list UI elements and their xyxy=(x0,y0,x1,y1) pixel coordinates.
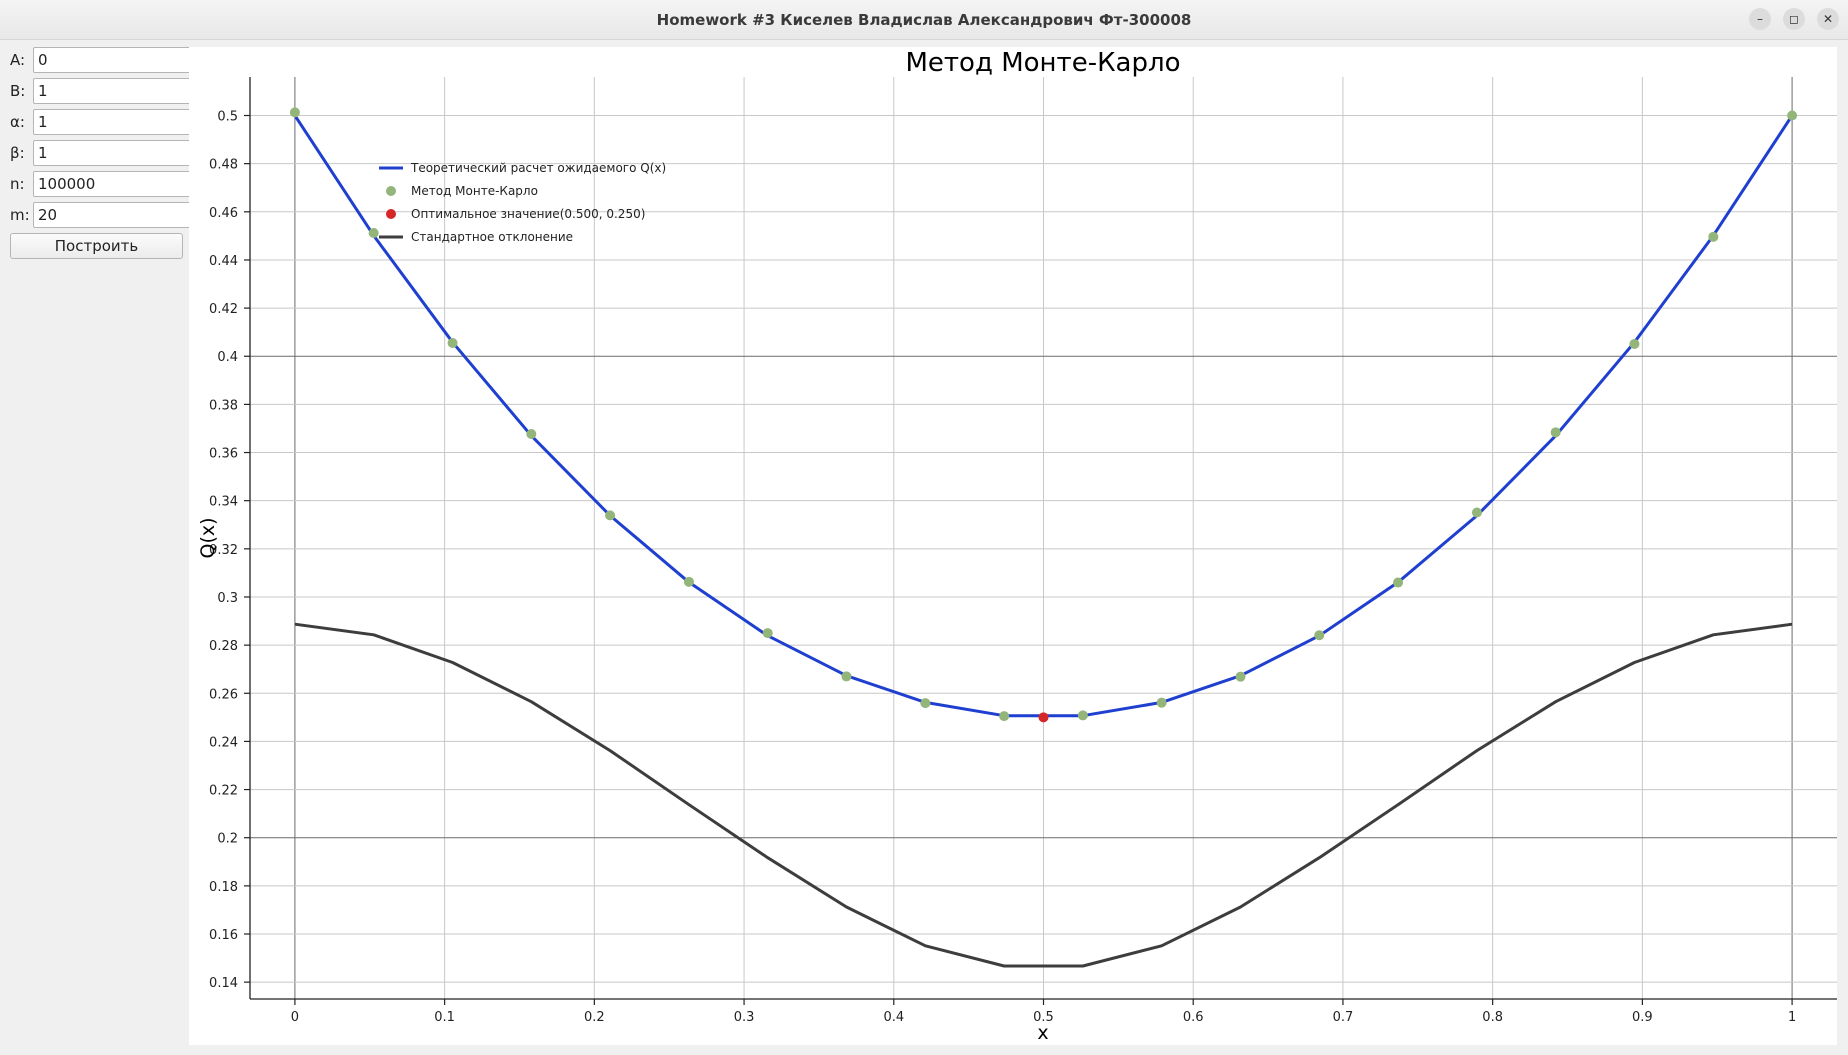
legend-label-stddev: Стандартное отклонение xyxy=(411,230,573,244)
param-beta-label: β: xyxy=(10,144,25,162)
chart-title: Метод Монте-Карло xyxy=(905,48,1180,78)
x-tick-label: 0 xyxy=(291,1010,299,1025)
y-tick-label: 0.16 xyxy=(209,928,238,943)
x-tick-label: 1 xyxy=(1788,1010,1796,1025)
y-tick-label: 0.14 xyxy=(209,976,238,991)
param-row-alpha: α: xyxy=(10,109,192,135)
monte-carlo-point xyxy=(1708,231,1719,242)
param-n-input[interactable] xyxy=(33,171,192,197)
param-alpha-label: α: xyxy=(10,113,25,131)
monte-carlo-point xyxy=(289,107,300,118)
monte-carlo-chart: 0 0.1 0.2 0.3 0.4 0.5 0.6 0.7 0.8 0.9 1 0.140.160.… xyxy=(197,48,1837,1044)
param-row-a: A: xyxy=(10,47,192,73)
y-tick-label: 0.26 xyxy=(209,687,238,702)
x-tick-label: 0.8 xyxy=(1482,1010,1503,1025)
legend-label-theory: Теоретический расчет ожидаемого Q(x) xyxy=(410,161,666,175)
parameters-panel: A: B: α: β: n: m: Построить xyxy=(0,40,192,1055)
y-ticks: 0.14 0.16 0.18 0.2 0.22 0.24 0.26 0.28 0.3 0.32 0.… xyxy=(209,110,250,991)
minimize-icon[interactable]: – xyxy=(1749,8,1771,30)
param-row-b: B: xyxy=(10,78,192,104)
x-tick-label: 0.4 xyxy=(883,1010,904,1025)
grid-lines xyxy=(250,77,1837,999)
monte-carlo-point xyxy=(920,698,931,709)
monte-carlo-point xyxy=(762,628,773,639)
close-icon[interactable]: ✕ xyxy=(1817,8,1839,30)
param-a-input[interactable] xyxy=(33,47,192,73)
y-tick-label: 0.44 xyxy=(209,254,238,269)
y-tick-label: 0.24 xyxy=(209,735,238,750)
monte-carlo-point xyxy=(1550,427,1561,438)
x-tick-label: 0.6 xyxy=(1183,1010,1204,1025)
monte-carlo-point xyxy=(526,429,537,440)
x-axis-label: x xyxy=(1037,1022,1048,1044)
y-tick-label: 0.28 xyxy=(209,639,238,654)
restore-icon[interactable]: ◻ xyxy=(1783,8,1805,30)
x-ticks: 0 0.1 0.2 0.3 0.4 0.5 0.6 0.7 0.8 0.9 1 xyxy=(291,999,1796,1025)
param-n-label: n: xyxy=(10,175,25,193)
monte-carlo-point xyxy=(1077,710,1088,721)
monte-carlo-points xyxy=(289,107,1798,722)
monte-carlo-point xyxy=(1314,630,1325,641)
x-tick-label: 0.5 xyxy=(1033,1010,1054,1025)
x-tick-label: 0.7 xyxy=(1333,1010,1354,1025)
x-tick-label: 0.1 xyxy=(434,1010,455,1025)
window-title: Homework #3 Киселев Владислав Александро… xyxy=(656,11,1192,29)
monte-carlo-point xyxy=(1629,338,1640,349)
monte-carlo-point xyxy=(1471,507,1482,518)
y-tick-label: 0.48 xyxy=(209,158,238,173)
y-tick-label: 0.36 xyxy=(209,447,238,462)
param-alpha-input[interactable] xyxy=(33,109,192,135)
param-m-label: m: xyxy=(10,206,30,224)
monte-carlo-point xyxy=(1393,577,1404,588)
param-row-m: m: xyxy=(10,202,192,228)
param-b-label: B: xyxy=(10,82,26,100)
y-tick-label: 0.42 xyxy=(209,302,238,317)
legend-swatch-monte-carlo xyxy=(386,186,396,196)
param-b-input[interactable] xyxy=(33,78,192,104)
x-tick-label: 0.2 xyxy=(584,1010,605,1025)
param-row-beta: β: xyxy=(10,140,192,166)
param-beta-input[interactable] xyxy=(33,140,192,166)
y-tick-label: 0.32 xyxy=(209,543,238,558)
optimum-point xyxy=(1038,712,1049,723)
monte-carlo-point xyxy=(1235,671,1246,682)
param-a-label: A: xyxy=(10,51,26,69)
y-tick-label: 0.34 xyxy=(209,495,238,510)
monte-carlo-point xyxy=(683,576,694,587)
y-tick-label: 0.3 xyxy=(217,591,238,606)
y-tick-label: 0.4 xyxy=(217,350,238,365)
y-tick-label: 0.22 xyxy=(209,784,238,799)
title-bar: Homework #3 Киселев Владислав Александро… xyxy=(0,0,1848,40)
param-row-n: n: xyxy=(10,171,192,197)
optimum-marker xyxy=(1038,712,1049,723)
monte-carlo-point xyxy=(605,510,616,521)
legend-swatch-optimum xyxy=(386,209,396,219)
monte-carlo-point xyxy=(841,671,852,682)
y-tick-label: 0.38 xyxy=(209,398,238,413)
y-tick-label: 0.5 xyxy=(217,110,238,125)
x-tick-label: 0.9 xyxy=(1632,1010,1653,1025)
legend: Теоретический расчет ожидаемого Q(x) Мет… xyxy=(379,161,666,244)
plot-area: 0 0.1 0.2 0.3 0.4 0.5 0.6 0.7 0.8 0.9 1 0.14 0.16 0.… xyxy=(189,47,1837,1045)
x-tick-label: 0.3 xyxy=(734,1010,755,1025)
series-layer xyxy=(289,107,1798,968)
y-tick-label: 0.2 xyxy=(217,832,238,847)
monte-carlo-point xyxy=(368,227,379,238)
y-tick-label: 0.18 xyxy=(209,880,238,895)
y-tick-label: 0.46 xyxy=(209,206,238,221)
param-m-input[interactable] xyxy=(33,202,192,228)
stddev-line xyxy=(294,622,1793,968)
legend-label-optimum: Оптимальное значение(0.500, 0.250) xyxy=(411,207,645,221)
build-button[interactable]: Построить xyxy=(10,233,183,259)
monte-carlo-point xyxy=(1787,110,1798,121)
monte-carlo-point xyxy=(999,711,1010,722)
y-axis-label: Q(x) xyxy=(197,517,219,558)
monte-carlo-point xyxy=(1156,697,1167,708)
legend-label-monte-carlo: Метод Монте-Карло xyxy=(411,184,538,198)
monte-carlo-point xyxy=(447,338,458,349)
